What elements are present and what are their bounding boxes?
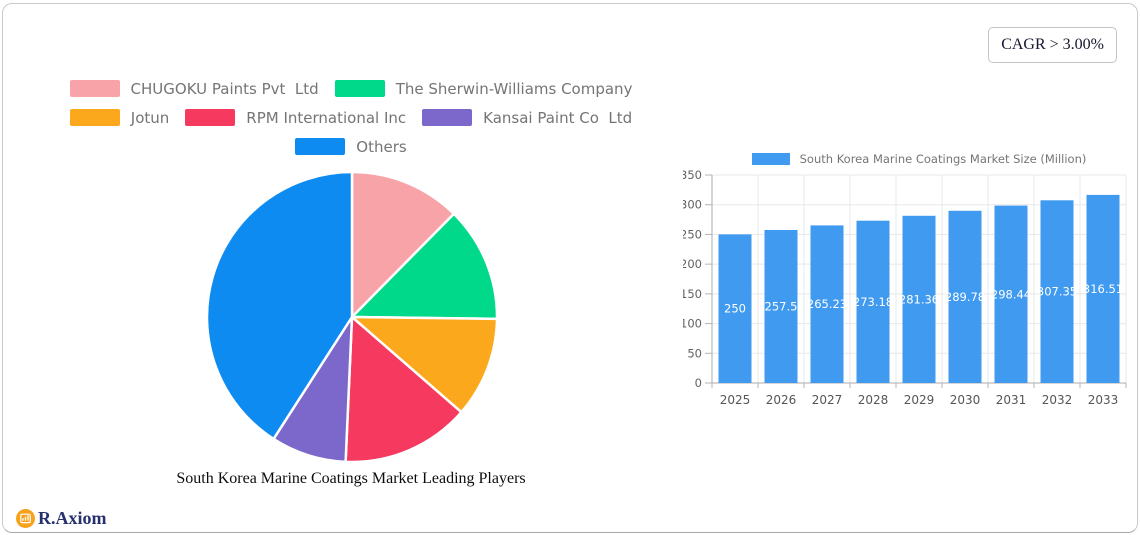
bar-legend-swatch	[751, 153, 790, 165]
legend-swatch-kansai	[422, 109, 473, 126]
bar-2031[interactable]	[994, 205, 1028, 383]
legend-swatch-chugoku	[69, 80, 120, 97]
bar-value-label: 257.5	[765, 300, 798, 314]
pie-legend: CHUGOKU Paints Pvt Ltd The Sherwin-Willi…	[51, 80, 651, 167]
x-axis-tick-label: 2025	[720, 393, 751, 407]
bar-legend-label: South Korea Marine Coatings Market Size …	[799, 152, 1087, 166]
bar-chart-svg: 0 50 100 150 200 250 300 350 250 2025 257.5 2026 265…	[683, 170, 1127, 407]
bar-2028[interactable]	[856, 220, 890, 383]
x-axis-tick-label: 2030	[950, 393, 981, 407]
report-card: CAGR > 3.00% CHUGOKU Paints Pvt Ltd The …	[2, 3, 1138, 533]
pie-chart	[205, 170, 499, 464]
bar-value-label: 307.35	[1037, 285, 1077, 299]
bar-2027[interactable]	[810, 225, 844, 383]
pie-slice-3[interactable]	[344, 315, 463, 464]
x-axis-tick-label: 2026	[766, 393, 797, 407]
y-axis-tick-label: 350	[683, 170, 702, 182]
pie-slice-2[interactable]	[350, 315, 499, 414]
legend-item-sherwin-williams[interactable]: The Sherwin-Williams Company	[334, 79, 633, 98]
y-axis-tick-label: 50	[687, 346, 702, 360]
bar-2030[interactable]	[948, 210, 982, 383]
x-axis-tick-label: 2027	[812, 393, 843, 407]
y-axis-tick-label: 150	[683, 287, 702, 301]
legend-swatch-others	[295, 138, 346, 155]
brand-logo: R.Axiom	[16, 508, 107, 529]
y-axis-tick-label: 200	[683, 257, 702, 271]
bar-2032[interactable]	[1040, 200, 1074, 383]
y-axis-tick-label: 300	[683, 198, 702, 212]
pie-slice-0[interactable]	[350, 170, 456, 319]
bar-value-label: 316.51	[1083, 282, 1123, 296]
brand-logo-text: R.Axiom	[38, 508, 107, 528]
x-axis-tick-label: 2031	[996, 393, 1027, 407]
legend-label-others: Others	[356, 137, 407, 156]
y-axis-tick-label: 100	[683, 317, 702, 331]
pie-slice-5[interactable]	[205, 170, 354, 441]
y-axis-tick-label: 250	[683, 227, 702, 241]
bar-value-label: 289.78	[945, 290, 985, 304]
legend-label-chugoku: CHUGOKU Paints Pvt Ltd	[130, 79, 319, 98]
legend-swatch-jotun	[69, 109, 120, 126]
legend-label-sherwin-williams: The Sherwin-Williams Company	[395, 79, 633, 98]
bar-2026[interactable]	[764, 230, 798, 383]
bar-value-label: 250	[724, 302, 746, 316]
pie-chart-svg	[205, 170, 499, 464]
x-axis-tick-label: 2032	[1042, 393, 1073, 407]
legend-item-rpm[interactable]: RPM International Inc	[185, 109, 406, 127]
bar-chart-legend[interactable]: South Korea Marine Coatings Market Size …	[712, 148, 1126, 170]
pie-slice-1[interactable]	[350, 212, 499, 321]
legend-label-rpm: RPM International Inc	[246, 108, 407, 127]
x-axis-tick-label: 2033	[1088, 393, 1119, 407]
legend-swatch-sherwin-williams	[334, 80, 385, 97]
bar-value-label: 281.36	[899, 292, 939, 306]
bar-2033[interactable]	[1086, 194, 1120, 383]
bar-value-label: 273.18	[853, 295, 893, 309]
legend-item-chugoku[interactable]: CHUGOKU Paints Pvt Ltd	[69, 79, 319, 98]
x-axis-tick-label: 2028	[858, 393, 889, 407]
legend-label-kansai: Kansai Paint Co Ltd	[483, 108, 633, 127]
bar-chart: South Korea Marine Coatings Market Size …	[683, 148, 1137, 416]
bar-value-label: 265.23	[807, 297, 847, 311]
legend-item-jotun[interactable]: Jotun	[69, 108, 170, 127]
x-axis-tick-label: 2029	[904, 393, 935, 407]
pie-legend-row-1: CHUGOKU Paints Pvt Ltd The Sherwin-Willi…	[51, 79, 651, 98]
logo-chart-icon	[16, 509, 35, 528]
bar-2029[interactable]	[902, 215, 936, 383]
pie-legend-row-2: Jotun RPM International Inc Kansai Paint…	[51, 108, 651, 127]
bar-value-label: 298.44	[991, 287, 1031, 301]
bar-2025[interactable]	[718, 234, 752, 383]
legend-item-others[interactable]: Others	[295, 137, 407, 156]
pie-chart-title: South Korea Marine Coatings Market Leadi…	[176, 470, 526, 487]
pie-legend-row-3: Others	[51, 137, 651, 156]
legend-swatch-rpm	[185, 109, 236, 126]
legend-label-jotun: Jotun	[130, 108, 170, 127]
legend-item-kansai[interactable]: Kansai Paint Co Ltd	[422, 109, 632, 127]
cagr-badge: CAGR > 3.00%	[988, 27, 1117, 63]
y-axis-tick-label: 0	[695, 376, 702, 390]
